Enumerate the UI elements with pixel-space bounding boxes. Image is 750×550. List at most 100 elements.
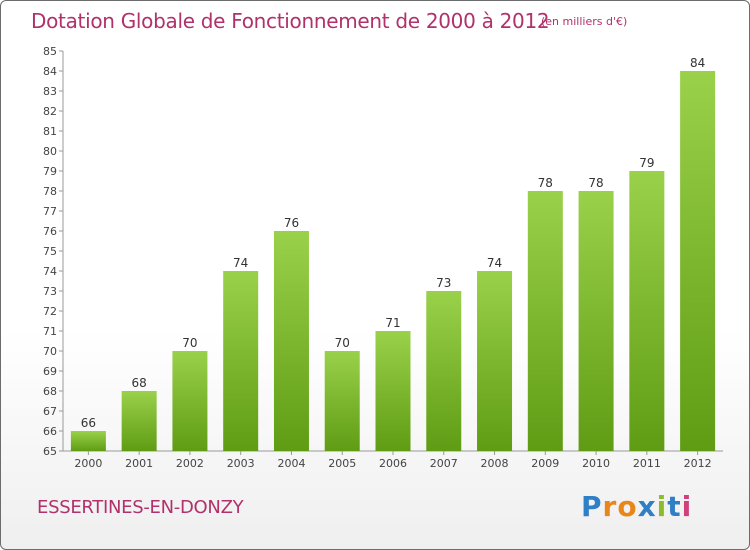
commune-name: ESSERTINES-EN-DONZY	[37, 497, 244, 518]
bar-2001	[121, 391, 157, 451]
y-tick: 73	[43, 285, 63, 298]
y-tick-label: 69	[43, 365, 57, 378]
y-tick: 76	[43, 225, 63, 238]
value-label-2011: 79	[639, 156, 654, 170]
bar-2000	[70, 431, 106, 451]
y-tick: 67	[43, 405, 63, 418]
x-tick: 2003	[227, 451, 255, 470]
logo-letter: o	[617, 490, 638, 523]
x-tick: 2004	[277, 451, 305, 470]
x-tick-label: 2002	[176, 457, 204, 470]
x-tick-label: 2003	[227, 457, 255, 470]
y-tick-label: 65	[43, 445, 57, 458]
y-tick-label: 78	[43, 185, 57, 198]
value-label-2004: 76	[284, 216, 299, 230]
bar-2005	[324, 351, 360, 451]
value-label-2012: 84	[690, 56, 705, 70]
x-tick-label: 2012	[684, 457, 712, 470]
y-tick: 77	[43, 205, 63, 218]
y-tick-label: 66	[43, 425, 57, 438]
x-tick: 2009	[531, 451, 559, 470]
x-tick-label: 2009	[531, 457, 559, 470]
y-tick: 83	[43, 85, 63, 98]
y-tick-label: 84	[43, 65, 57, 78]
value-label-2007: 73	[436, 276, 451, 290]
y-tick-label: 70	[43, 345, 57, 358]
y-tick-label: 67	[43, 405, 57, 418]
value-labels: 66 68 70 74 76 70 71 73 74 78 78 79 84	[81, 56, 706, 430]
x-tick: 2005	[328, 451, 356, 470]
y-tick: 80	[43, 145, 63, 158]
value-label-2006: 71	[385, 316, 400, 330]
bar-2003	[223, 271, 259, 451]
y-tick-label: 77	[43, 205, 57, 218]
y-tick-label: 74	[43, 265, 57, 278]
x-tick-label: 2010	[582, 457, 610, 470]
y-tick: 78	[43, 185, 63, 198]
bar-2010	[578, 191, 614, 451]
bars	[70, 71, 716, 451]
bar-2007	[426, 291, 462, 451]
x-tick: 2012	[684, 451, 712, 470]
y-tick-label: 72	[43, 305, 57, 318]
logo-letter: r	[602, 490, 618, 523]
x-tick-label: 2008	[481, 457, 509, 470]
y-tick-label: 81	[43, 125, 57, 138]
y-tick: 85	[43, 45, 63, 58]
y-tick-label: 76	[43, 225, 57, 238]
value-label-2010: 78	[588, 176, 603, 190]
y-tick-label: 73	[43, 285, 57, 298]
y-tick: 70	[43, 345, 63, 358]
x-tick: 2008	[481, 451, 509, 470]
value-label-2003: 74	[233, 256, 248, 270]
x-tick-label: 2007	[430, 457, 458, 470]
y-tick: 66	[43, 425, 63, 438]
y-tick: 71	[43, 325, 63, 338]
x-tick: 2011	[633, 451, 661, 470]
bar-2011	[629, 171, 665, 451]
value-label-2009: 78	[538, 176, 553, 190]
y-tick: 81	[43, 125, 63, 138]
bar-2004	[273, 231, 309, 451]
logo-letter: i	[681, 490, 693, 523]
bar-2012	[680, 71, 716, 451]
y-tick: 72	[43, 305, 63, 318]
logo-letter: x	[637, 490, 657, 523]
x-tick-label: 2001	[125, 457, 153, 470]
x-tick-label: 2011	[633, 457, 661, 470]
bar-2008	[477, 271, 513, 451]
axes: 65 66 67 68 69 70 71 72 73 74 75 76 77 78 79 80 81 82 83 84…	[43, 45, 723, 470]
value-label-2008: 74	[487, 256, 502, 270]
x-tick-label: 2005	[328, 457, 356, 470]
x-tick-label: 2000	[74, 457, 102, 470]
x-tick: 2001	[125, 451, 153, 470]
value-label-2005: 70	[335, 336, 350, 350]
y-tick-label: 68	[43, 385, 57, 398]
x-tick: 2010	[582, 451, 610, 470]
value-label-2000: 66	[81, 416, 96, 430]
x-tick: 2000	[74, 451, 102, 470]
chart-subtitle: (en milliers d'€)	[541, 15, 628, 28]
y-tick-label: 83	[43, 85, 57, 98]
y-tick: 84	[43, 65, 63, 78]
x-tick: 2006	[379, 451, 407, 470]
y-tick-label: 82	[43, 105, 57, 118]
y-tick: 68	[43, 385, 63, 398]
y-tick: 65	[43, 445, 63, 458]
y-tick: 69	[43, 365, 63, 378]
value-label-2002: 70	[182, 336, 197, 350]
proxiti-logo[interactable]: Proxiti	[581, 490, 692, 523]
value-label-2001: 68	[132, 376, 147, 390]
logo-letter: t	[667, 490, 682, 523]
logo-letter: i	[656, 490, 668, 523]
x-tick-label: 2006	[379, 457, 407, 470]
y-tick: 82	[43, 105, 63, 118]
x-tick-label: 2004	[277, 457, 305, 470]
y-tick-label: 75	[43, 245, 57, 258]
bar-2002	[172, 351, 208, 451]
y-tick-label: 85	[43, 45, 57, 58]
y-tick: 74	[43, 265, 63, 278]
y-tick-label: 71	[43, 325, 57, 338]
